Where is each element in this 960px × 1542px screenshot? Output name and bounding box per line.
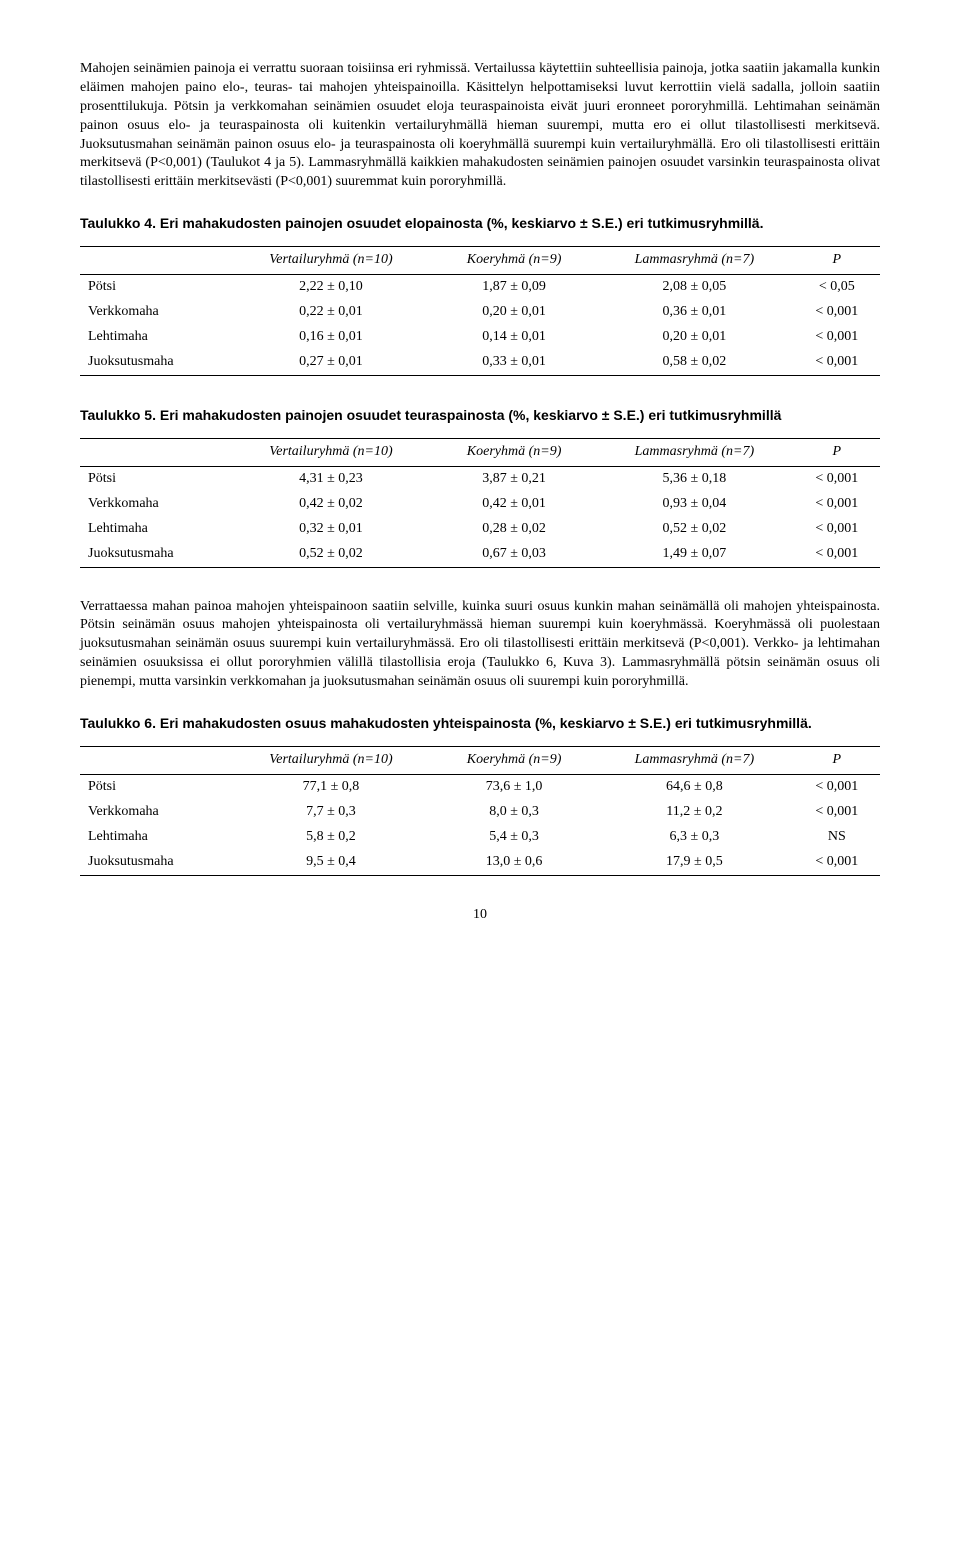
cell: 0,16 ± 0,01 — [229, 325, 433, 350]
table-row: Verkkomaha 0,22 ± 0,01 0,20 ± 0,01 0,36 … — [80, 300, 880, 325]
table-row: Pötsi 2,22 ± 0,10 1,87 ± 0,09 2,08 ± 0,0… — [80, 275, 880, 300]
table6-heading: Taulukko 6. Eri mahakudosten osuus mahak… — [80, 714, 880, 732]
cell: < 0,001 — [794, 542, 880, 567]
cell: 13,0 ± 0,6 — [433, 850, 595, 875]
cell: 1,87 ± 0,09 — [433, 275, 595, 300]
cell: 0,27 ± 0,01 — [229, 350, 433, 375]
row-label: Pötsi — [80, 275, 229, 300]
table6-col4: P — [794, 747, 880, 775]
table-row: Lehtimaha 0,16 ± 0,01 0,14 ± 0,01 0,20 ±… — [80, 325, 880, 350]
page-number: 10 — [80, 906, 880, 925]
row-label: Verkkomaha — [80, 800, 229, 825]
table6-col0 — [80, 747, 229, 775]
cell: 0,36 ± 0,01 — [595, 300, 794, 325]
table4-header-row: Vertailuryhmä (n=10) Koeryhmä (n=9) Lamm… — [80, 247, 880, 275]
cell: < 0,001 — [794, 466, 880, 491]
cell: 5,36 ± 0,18 — [595, 466, 794, 491]
cell: 0,28 ± 0,02 — [433, 517, 595, 542]
table6-col1: Vertailuryhmä (n=10) — [229, 747, 433, 775]
table-row: Lehtimaha 0,32 ± 0,01 0,28 ± 0,02 0,52 ±… — [80, 517, 880, 542]
row-label: Juoksutusmaha — [80, 542, 229, 567]
table5-col3: Lammasryhmä (n=7) — [595, 439, 794, 467]
cell: 0,32 ± 0,01 — [229, 517, 433, 542]
cell: 0,20 ± 0,01 — [595, 325, 794, 350]
table-row: Pötsi 4,31 ± 0,23 3,87 ± 0,21 5,36 ± 0,1… — [80, 466, 880, 491]
cell: 0,42 ± 0,01 — [433, 492, 595, 517]
table4: Vertailuryhmä (n=10) Koeryhmä (n=9) Lamm… — [80, 246, 880, 375]
table-row: Juoksutusmaha 0,52 ± 0,02 0,67 ± 0,03 1,… — [80, 542, 880, 567]
cell: 5,8 ± 0,2 — [229, 825, 433, 850]
paragraph-2: Verrattaessa mahan painoa mahojen yhteis… — [80, 598, 880, 692]
row-label: Pötsi — [80, 775, 229, 800]
table-row: Verkkomaha 7,7 ± 0,3 8,0 ± 0,3 11,2 ± 0,… — [80, 800, 880, 825]
cell: NS — [794, 825, 880, 850]
cell: 0,42 ± 0,02 — [229, 492, 433, 517]
cell: 0,20 ± 0,01 — [433, 300, 595, 325]
paragraph-1: Mahojen seinämien painoja ei verrattu su… — [80, 60, 880, 192]
table-row: Lehtimaha 5,8 ± 0,2 5,4 ± 0,3 6,3 ± 0,3 … — [80, 825, 880, 850]
row-label: Pötsi — [80, 466, 229, 491]
cell: 0,22 ± 0,01 — [229, 300, 433, 325]
table4-col1: Vertailuryhmä (n=10) — [229, 247, 433, 275]
table5-header-row: Vertailuryhmä (n=10) Koeryhmä (n=9) Lamm… — [80, 439, 880, 467]
table-row: Verkkomaha 0,42 ± 0,02 0,42 ± 0,01 0,93 … — [80, 492, 880, 517]
row-label: Juoksutusmaha — [80, 350, 229, 375]
cell: 0,52 ± 0,02 — [229, 542, 433, 567]
cell: 0,58 ± 0,02 — [595, 350, 794, 375]
cell: < 0,001 — [794, 517, 880, 542]
table5-col1: Vertailuryhmä (n=10) — [229, 439, 433, 467]
cell: 3,87 ± 0,21 — [433, 466, 595, 491]
cell: 64,6 ± 0,8 — [595, 775, 794, 800]
cell: < 0,001 — [794, 775, 880, 800]
table4-heading: Taulukko 4. Eri mahakudosten painojen os… — [80, 214, 880, 232]
table4-col2: Koeryhmä (n=9) — [433, 247, 595, 275]
cell: 8,0 ± 0,3 — [433, 800, 595, 825]
cell: < 0,001 — [794, 350, 880, 375]
cell: 0,67 ± 0,03 — [433, 542, 595, 567]
table6-col2: Koeryhmä (n=9) — [433, 747, 595, 775]
cell: 0,14 ± 0,01 — [433, 325, 595, 350]
cell: 0,52 ± 0,02 — [595, 517, 794, 542]
row-label: Verkkomaha — [80, 492, 229, 517]
cell: 7,7 ± 0,3 — [229, 800, 433, 825]
table6-header-row: Vertailuryhmä (n=10) Koeryhmä (n=9) Lamm… — [80, 747, 880, 775]
cell: < 0,001 — [794, 325, 880, 350]
table5-heading: Taulukko 5. Eri mahakudosten painojen os… — [80, 406, 880, 424]
table6: Vertailuryhmä (n=10) Koeryhmä (n=9) Lamm… — [80, 746, 880, 875]
cell: 17,9 ± 0,5 — [595, 850, 794, 875]
table4-col3: Lammasryhmä (n=7) — [595, 247, 794, 275]
cell: 0,33 ± 0,01 — [433, 350, 595, 375]
cell: 5,4 ± 0,3 — [433, 825, 595, 850]
cell: 77,1 ± 0,8 — [229, 775, 433, 800]
cell: 4,31 ± 0,23 — [229, 466, 433, 491]
cell: 1,49 ± 0,07 — [595, 542, 794, 567]
table-row: Juoksutusmaha 9,5 ± 0,4 13,0 ± 0,6 17,9 … — [80, 850, 880, 875]
table4-col0 — [80, 247, 229, 275]
cell: 2,22 ± 0,10 — [229, 275, 433, 300]
table5-col2: Koeryhmä (n=9) — [433, 439, 595, 467]
row-label: Verkkomaha — [80, 300, 229, 325]
cell: 6,3 ± 0,3 — [595, 825, 794, 850]
table-row: Juoksutusmaha 0,27 ± 0,01 0,33 ± 0,01 0,… — [80, 350, 880, 375]
cell: < 0,001 — [794, 850, 880, 875]
table5-col4: P — [794, 439, 880, 467]
cell: 0,93 ± 0,04 — [595, 492, 794, 517]
cell: < 0,001 — [794, 300, 880, 325]
table6-col3: Lammasryhmä (n=7) — [595, 747, 794, 775]
row-label: Lehtimaha — [80, 517, 229, 542]
table-row: Pötsi 77,1 ± 0,8 73,6 ± 1,0 64,6 ± 0,8 <… — [80, 775, 880, 800]
cell: < 0,001 — [794, 800, 880, 825]
row-label: Juoksutusmaha — [80, 850, 229, 875]
row-label: Lehtimaha — [80, 825, 229, 850]
cell: 2,08 ± 0,05 — [595, 275, 794, 300]
table4-col4: P — [794, 247, 880, 275]
table5: Vertailuryhmä (n=10) Koeryhmä (n=9) Lamm… — [80, 438, 880, 567]
cell: 9,5 ± 0,4 — [229, 850, 433, 875]
row-label: Lehtimaha — [80, 325, 229, 350]
table5-col0 — [80, 439, 229, 467]
cell: 11,2 ± 0,2 — [595, 800, 794, 825]
cell: 73,6 ± 1,0 — [433, 775, 595, 800]
cell: < 0,05 — [794, 275, 880, 300]
cell: < 0,001 — [794, 492, 880, 517]
